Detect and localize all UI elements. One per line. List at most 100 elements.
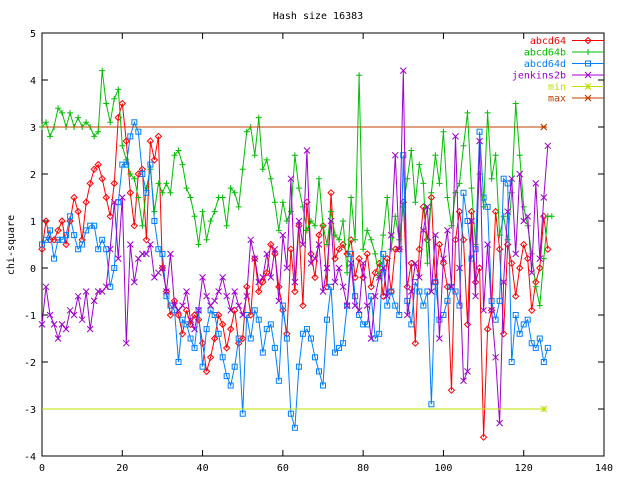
- data-point: [135, 128, 142, 135]
- x-tick-label: 40: [197, 463, 209, 474]
- data-point: [263, 326, 270, 333]
- data-point: [199, 363, 206, 370]
- data-point: [71, 232, 78, 239]
- data-point: [504, 180, 511, 187]
- data-point: [384, 302, 391, 309]
- data-point: [243, 312, 250, 318]
- data-point: [139, 171, 146, 177]
- data-point: [90, 165, 98, 174]
- data-point: [259, 278, 267, 286]
- data-point: [83, 119, 90, 126]
- data-point: [528, 306, 536, 315]
- data-point: [395, 245, 403, 253]
- data-point: [460, 189, 467, 196]
- data-point: [367, 335, 375, 342]
- data-point: [323, 264, 331, 272]
- data-point: [271, 344, 278, 351]
- data-point: [499, 330, 508, 338]
- data-point: [131, 119, 138, 126]
- data-point: [544, 245, 552, 253]
- data-point: [528, 269, 536, 277]
- data-point: [299, 330, 306, 337]
- legend-label-abcd64: abcd64: [530, 36, 566, 47]
- data-point: [524, 316, 531, 323]
- data-point: [496, 419, 503, 427]
- data-point: [524, 254, 532, 263]
- data-point: [150, 156, 159, 164]
- data-point: [147, 241, 154, 248]
- y-tick-label: -3: [24, 405, 36, 416]
- data-point: [179, 161, 186, 168]
- series-abcd64d: [39, 119, 551, 431]
- data-point: [520, 240, 528, 249]
- legend-label-jenkins2b: jenkins2b: [512, 71, 566, 82]
- data-point: [167, 250, 174, 258]
- data-point: [90, 297, 98, 305]
- data-point: [295, 185, 302, 192]
- y-tick-label: 2: [30, 170, 36, 181]
- data-point: [315, 368, 322, 375]
- data-point: [536, 335, 543, 342]
- data-point: [388, 288, 395, 295]
- data-point: [512, 250, 520, 258]
- data-point: [516, 170, 524, 178]
- data-point: [291, 287, 299, 296]
- data-point: [484, 109, 491, 116]
- data-point: [62, 240, 70, 249]
- data-point: [243, 128, 250, 135]
- data-point: [219, 274, 226, 281]
- data-point: [544, 142, 552, 150]
- data-point: [475, 264, 484, 272]
- legend-marker-max: [584, 94, 592, 102]
- data-point: [456, 180, 463, 187]
- data-point: [231, 189, 238, 196]
- data-point: [159, 189, 166, 196]
- x-tick-label: 0: [39, 463, 45, 474]
- data-point: [515, 264, 524, 272]
- data-point: [428, 401, 435, 408]
- data-point: [38, 321, 46, 328]
- data-point: [42, 283, 50, 291]
- data-point: [320, 222, 326, 229]
- data-point: [428, 288, 435, 295]
- data-point: [115, 86, 122, 93]
- data-point: [199, 208, 206, 215]
- data-point: [375, 274, 383, 281]
- data-point: [451, 236, 460, 244]
- data-point: [528, 340, 535, 347]
- data-point: [436, 335, 443, 342]
- data-point: [74, 292, 82, 300]
- x-tick-label: 80: [357, 463, 369, 474]
- data-point: [259, 274, 267, 281]
- data-point: [387, 231, 395, 239]
- data-point: [295, 217, 303, 225]
- data-point: [420, 227, 427, 234]
- data-point: [47, 227, 54, 234]
- data-point: [368, 293, 375, 300]
- data-point: [363, 250, 371, 258]
- data-point: [102, 283, 110, 291]
- data-point: [255, 114, 262, 121]
- data-point: [163, 288, 170, 295]
- data-point: [263, 250, 271, 258]
- data-point: [271, 245, 279, 253]
- data-point: [483, 325, 492, 333]
- data-point: [106, 212, 114, 221]
- data-point: [146, 137, 155, 145]
- data-point: [340, 340, 347, 347]
- data-point: [347, 259, 355, 267]
- data-point: [175, 147, 182, 154]
- data-point: [226, 325, 235, 333]
- data-point: [440, 128, 447, 135]
- data-point: [311, 354, 318, 361]
- data-point: [154, 132, 163, 141]
- data-point: [375, 259, 383, 268]
- data-point: [332, 232, 339, 239]
- legend-marker-jenkins2b: [584, 71, 592, 79]
- data-point: [235, 335, 242, 342]
- data-point: [516, 152, 523, 159]
- data-point: [39, 241, 45, 248]
- data-point: [239, 311, 247, 319]
- data-point: [407, 259, 416, 268]
